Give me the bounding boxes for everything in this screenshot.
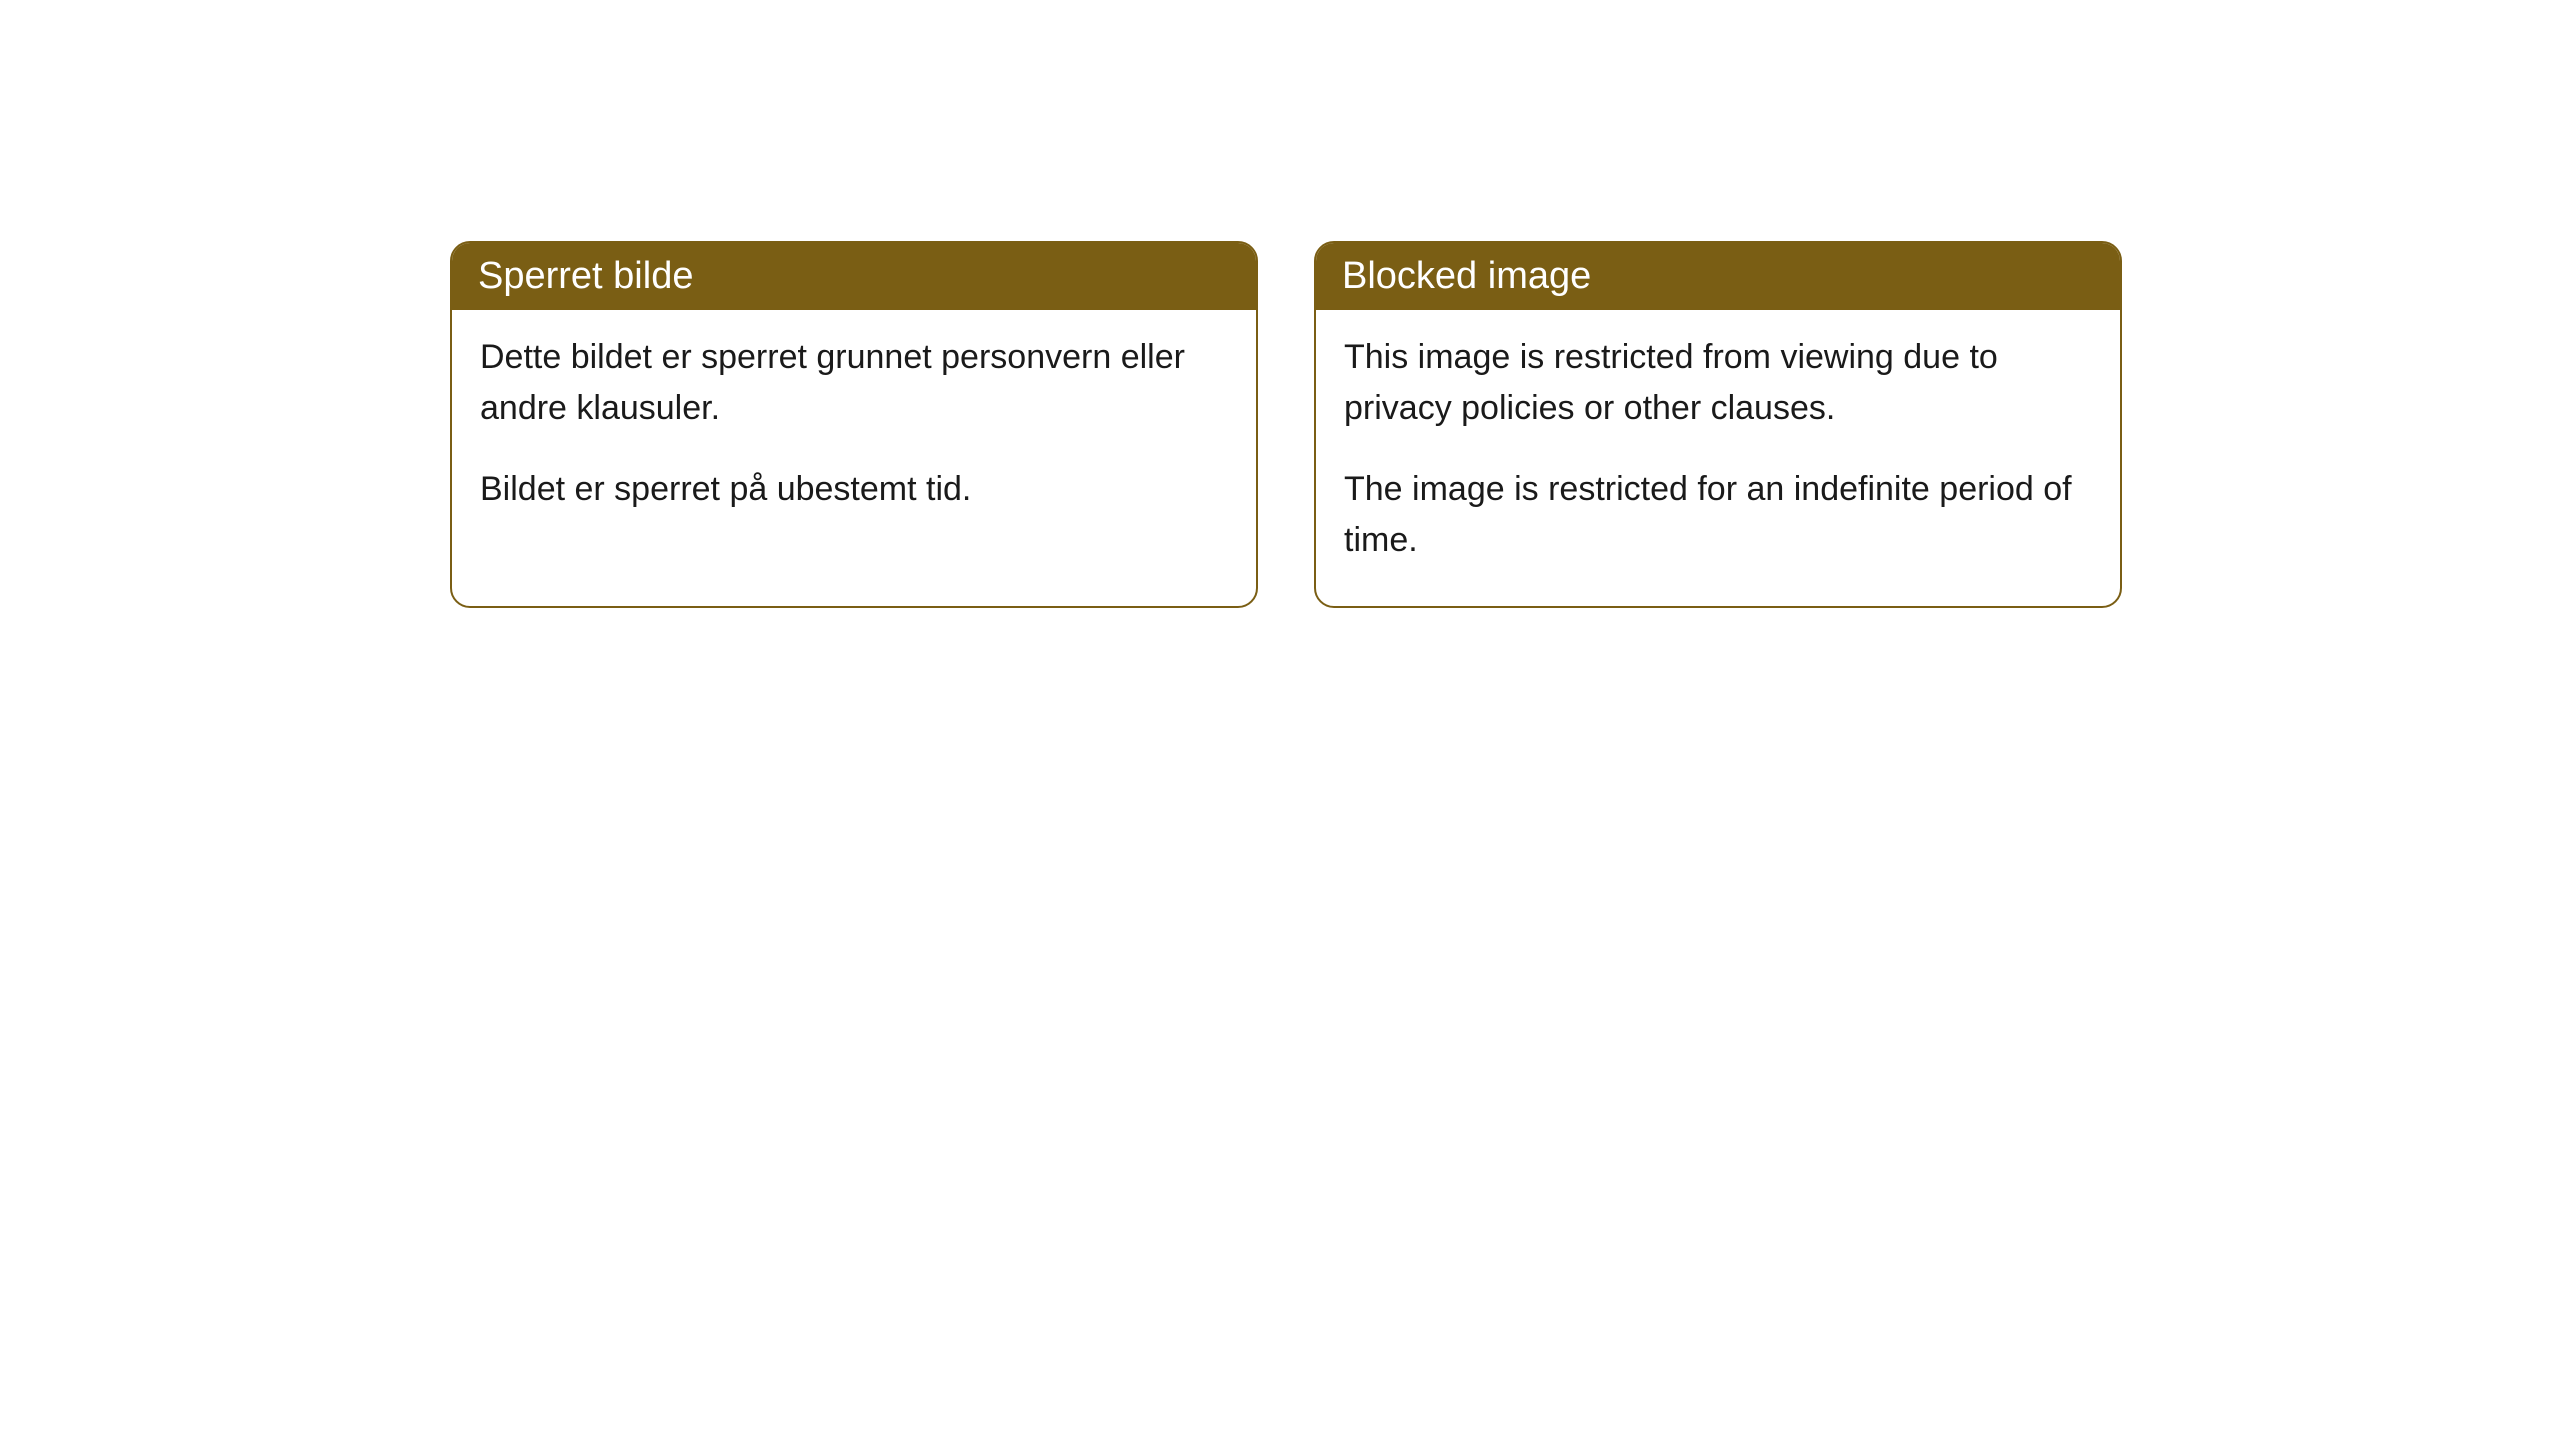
card-paragraph-1: This image is restricted from viewing du… [1344,332,2092,434]
card-body-english: This image is restricted from viewing du… [1316,310,2120,606]
card-norwegian: Sperret bilde Dette bildet er sperret gr… [450,241,1258,608]
card-header-norwegian: Sperret bilde [452,243,1256,310]
card-paragraph-2: The image is restricted for an indefinit… [1344,464,2092,566]
card-header-english: Blocked image [1316,243,2120,310]
card-paragraph-1: Dette bildet er sperret grunnet personve… [480,332,1228,434]
card-paragraph-2: Bildet er sperret på ubestemt tid. [480,464,1228,515]
cards-container: Sperret bilde Dette bildet er sperret gr… [450,241,2122,608]
card-english: Blocked image This image is restricted f… [1314,241,2122,608]
card-body-norwegian: Dette bildet er sperret grunnet personve… [452,310,1256,555]
